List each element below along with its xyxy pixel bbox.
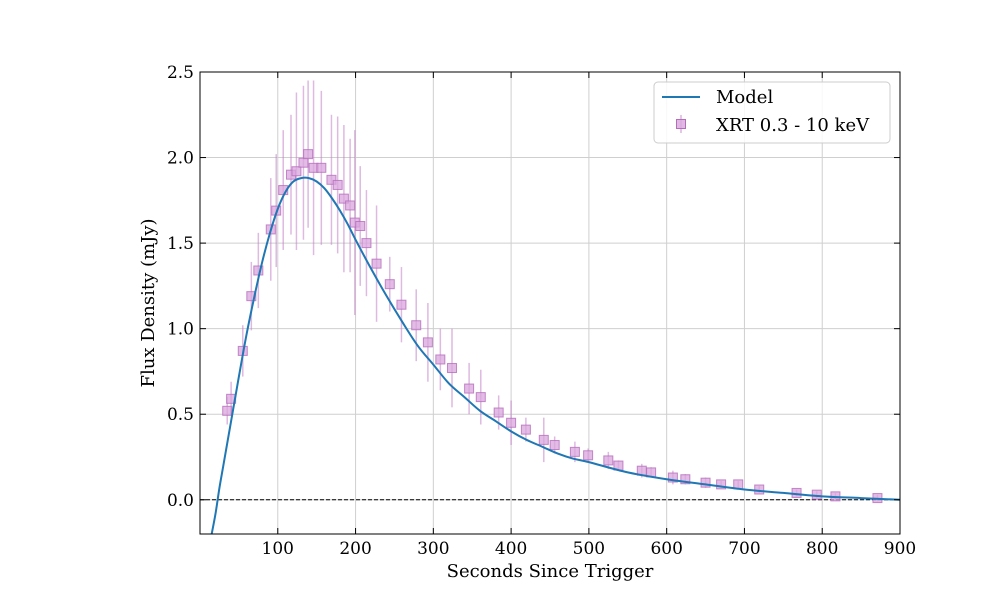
data-point — [700, 477, 711, 488]
plot-frame — [199, 71, 901, 535]
x-tick-label: 400 — [495, 539, 527, 559]
data-point — [384, 279, 395, 290]
legend: Model XRT 0.3 - 10 keV — [653, 81, 891, 144]
model-curve — [210, 176, 900, 534]
data-point — [520, 424, 531, 435]
legend-box — [653, 81, 891, 144]
x-tick-label: 300 — [417, 539, 449, 559]
data-point — [396, 299, 407, 310]
data-point — [603, 455, 614, 466]
data-point — [549, 440, 560, 451]
data-point — [316, 162, 327, 173]
data-point — [493, 407, 504, 418]
data-point — [338, 193, 349, 204]
data-point — [371, 258, 382, 269]
data-point — [754, 484, 765, 495]
data-point — [422, 337, 433, 348]
legend-data-label: XRT 0.3 - 10 keV — [716, 115, 870, 136]
data-point — [475, 392, 486, 403]
y-tick-labels: 0.0 0.5 1.0 1.5 2.0 2.5 — [167, 63, 194, 511]
y-tick-label: 0.0 — [167, 491, 194, 511]
y-tick-label: 2.0 — [167, 149, 194, 169]
data-point — [583, 450, 594, 461]
y-axis-label: Flux Density (mJy) — [138, 218, 159, 387]
y-tick-label: 1.0 — [167, 320, 194, 340]
data-point — [506, 417, 517, 428]
x-axis-label: Seconds Since Trigger — [447, 561, 654, 582]
data-point — [538, 434, 549, 445]
data-point — [811, 489, 822, 500]
data-point — [435, 354, 446, 365]
data-point — [361, 238, 372, 249]
y-tick-label: 1.5 — [167, 234, 194, 254]
data-point — [569, 446, 580, 457]
legend-data-swatch — [676, 119, 686, 129]
data-point — [298, 157, 309, 168]
model-series — [210, 176, 900, 534]
x-tick-label: 200 — [339, 539, 371, 559]
x-tick-label: 800 — [806, 539, 838, 559]
data-point — [716, 479, 727, 490]
data-point — [464, 383, 475, 394]
data-point — [332, 179, 343, 190]
data-point — [411, 320, 422, 331]
x-tick-label: 900 — [884, 539, 916, 559]
data-point — [667, 472, 678, 483]
axis-ticks — [200, 71, 901, 534]
data-point — [326, 174, 337, 185]
data-point — [680, 474, 691, 485]
x-tick-label: 700 — [728, 539, 760, 559]
data-point — [303, 149, 314, 160]
x-tick-label: 100 — [262, 539, 294, 559]
x-tick-labels: 100 200 300 400 500 600 700 800 900 — [262, 539, 917, 559]
data-point — [447, 363, 457, 374]
y-tick-label: 0.5 — [167, 405, 194, 425]
x-tick-label: 500 — [573, 539, 605, 559]
data-point — [246, 291, 257, 302]
y-tick-label: 2.5 — [167, 63, 194, 83]
x-tick-label: 600 — [650, 539, 682, 559]
data-point — [291, 166, 302, 177]
data-point — [355, 221, 366, 231]
data-point — [345, 200, 356, 211]
legend-model-label: Model — [716, 87, 773, 108]
